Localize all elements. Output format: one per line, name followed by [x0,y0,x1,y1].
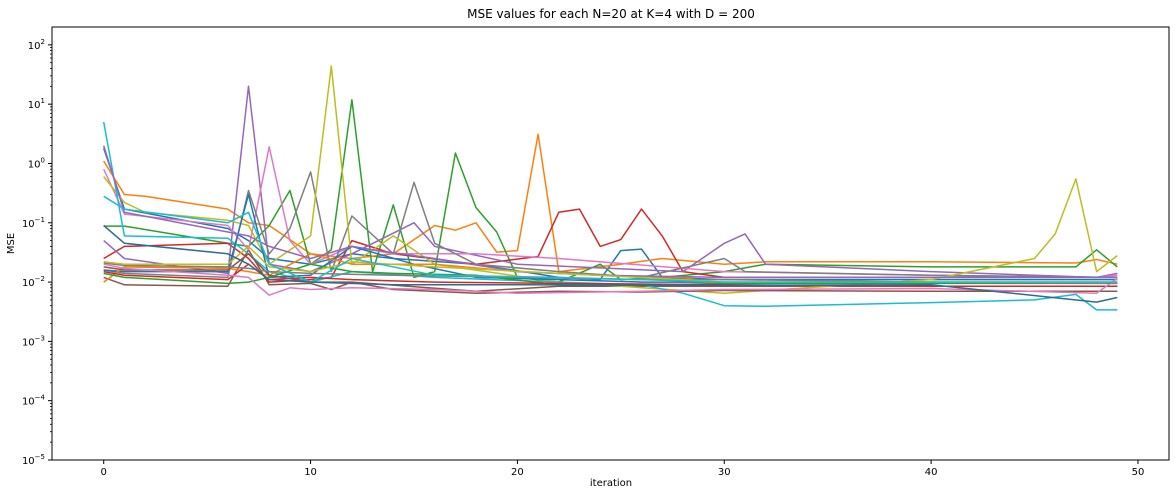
series-line-5 [103,85,1118,279]
series-line-21 [103,224,1118,303]
plot-frame [51,26,1170,461]
series-line-15 [102,145,1118,279]
y-axis-label: MSE [6,233,17,254]
x-axis: 0 10 20 30 40 50 [101,460,1145,478]
y-tick-label: 10−2 [22,275,45,289]
y-tick-label: 10−1 [22,216,45,230]
series-line-17 [103,263,1118,296]
x-tick-label: 0 [101,467,107,478]
y-tick-label: 102 [28,38,45,52]
x-tick-label: 30 [718,467,731,478]
x-tick-label: 50 [1132,467,1145,478]
x-axis-label: iteration [590,478,632,489]
series-line-4 [103,208,1118,283]
series-line-3 [103,99,1118,283]
x-tick-label: 10 [304,467,317,478]
series-line-13 [103,263,1118,287]
series-line-6 [103,249,1118,293]
series-line-9 [103,65,1118,294]
series-line-20 [103,195,1118,283]
x-tick-label: 20 [511,467,524,478]
series-layer [102,65,1118,311]
chart-title: MSE values for each N=20 at K=4 with D =… [467,7,755,21]
y-axis: 10−5 10−4 10−3 10−2 10−1 100 101 102 [22,38,52,467]
y-tick-label: 10−5 [22,453,45,467]
y-tick-label: 10−4 [22,394,46,408]
y-tick-label: 10−3 [22,334,45,348]
series-line-2 [103,133,1118,273]
series-line-8 [103,171,1118,279]
x-tick-label: 40 [925,467,938,478]
series-line-18 [103,262,1118,285]
y-tick-label: 101 [28,97,45,111]
y-tick-label: 100 [28,156,45,170]
